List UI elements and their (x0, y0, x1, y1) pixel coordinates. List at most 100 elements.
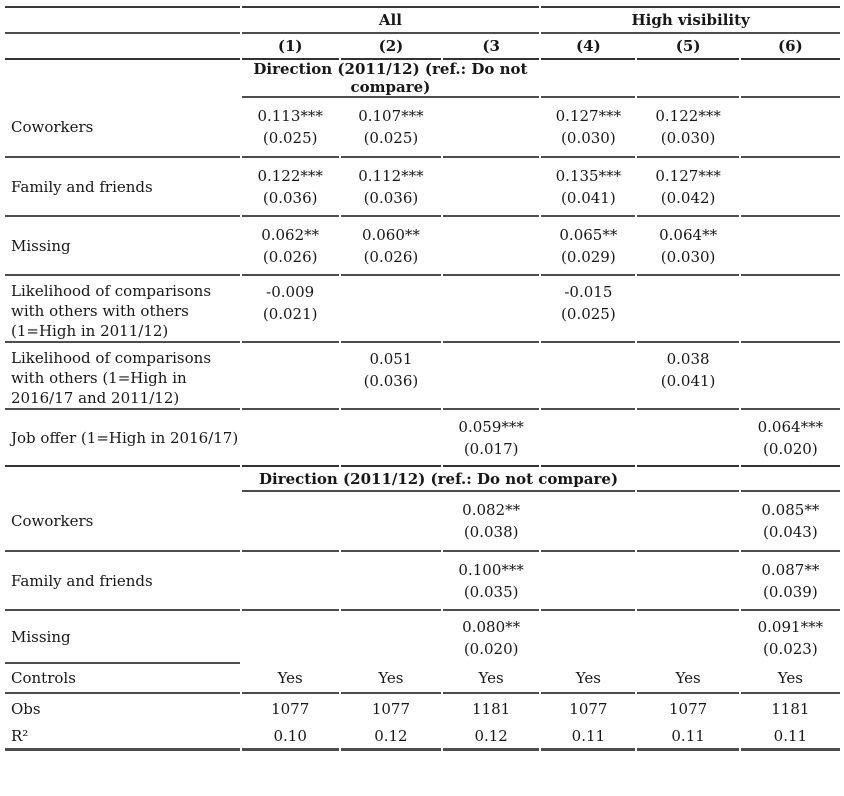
r2-cell: 0.11 (740, 723, 840, 751)
row-likelihood-2011: Likelihood of comparisons with others wi… (5, 276, 840, 343)
coef-cell (341, 611, 441, 664)
column-header-4: (4) (541, 34, 636, 60)
coefficient: 0.127*** (555, 107, 622, 125)
obs-cell: 1077 (271, 699, 310, 718)
coef-cell (637, 611, 738, 664)
standard-error: (0.029) (561, 247, 616, 266)
r2-cell: 0.12 (340, 723, 442, 751)
empty-cell (5, 60, 240, 98)
row-label: R² (5, 723, 240, 751)
empty-cell (541, 60, 636, 98)
row-label: Coworkers (5, 98, 240, 158)
coef-cell: 0.112*** (0.036) (340, 158, 442, 217)
controls-cell: Yes (740, 664, 840, 694)
coef-cell (443, 217, 540, 276)
empty-cell (740, 467, 840, 492)
r2-cell: 0.10 (241, 723, 339, 751)
coefficient: 0.064*** (757, 417, 824, 436)
section-2-title: Direction (2011/12) (ref.: Do not compar… (241, 467, 636, 492)
coef-cell (242, 611, 339, 664)
coefficient: 0.087** (761, 560, 820, 579)
coef-cell (637, 276, 739, 343)
standard-error: (0.026) (262, 247, 318, 266)
coef-cell (241, 410, 339, 467)
coefficient: 0.038 (666, 350, 710, 368)
standard-error: (0.030) (660, 247, 716, 266)
controls-cell: Yes (241, 664, 339, 694)
r2-cell: 0.11 (637, 723, 739, 751)
coef-cell: 0.087** (0.039) (740, 552, 840, 611)
coef-cell: 0.065** (0.029) (541, 217, 636, 276)
coef-cell: 0.127*** (0.042) (637, 158, 739, 217)
coef-cell: 0.064** (0.030) (637, 217, 739, 276)
coef-cell: 0.038 (0.041) (637, 343, 739, 410)
coefficient: 0.062** (261, 225, 320, 244)
coef-cell (340, 492, 442, 552)
standard-error: (0.036) (262, 188, 318, 207)
standard-error: (0.023) (763, 639, 818, 658)
row-label: Family and friends (5, 552, 240, 611)
coefficient: 0.059*** (458, 417, 524, 436)
coef-cell (541, 410, 636, 467)
coef-cell: -0.009 (0.021) (241, 276, 339, 343)
coefficient: 0.080** (462, 617, 521, 636)
coefficient: 0.122*** (257, 166, 323, 185)
coef-cell: 0.122*** (0.036) (241, 158, 339, 217)
empty-cell (5, 467, 240, 492)
row-label: Missing (5, 611, 240, 664)
group-header-all: All (241, 6, 540, 34)
coef-cell: 0.091*** (0.023) (741, 611, 840, 664)
r2-cell: 0.12 (443, 723, 540, 751)
coef-cell: 0.135*** (0.041) (541, 158, 636, 217)
coef-cell (637, 552, 739, 611)
row-label: Coworkers (5, 492, 240, 552)
standard-error: (0.020) (763, 439, 818, 458)
standard-error: (0.030) (660, 129, 716, 147)
coefficient: 0.065** (559, 225, 618, 244)
standard-error: (0.025) (561, 305, 616, 323)
coef-cell: 0.127*** (0.030) (541, 98, 636, 158)
coefficient: 0.127*** (655, 166, 721, 185)
row-label: Likelihood of comparisons with others (1… (5, 343, 240, 410)
coef-cell (541, 611, 635, 664)
controls-cell: Yes (443, 664, 540, 694)
standard-error: (0.041) (561, 188, 616, 207)
coef-cell (541, 343, 636, 410)
coefficient: 0.064** (659, 225, 718, 244)
row-family-and-friends-2: Family and friends 0.100*** (0.035) 0.087… (5, 552, 840, 611)
controls-cell: Yes (637, 664, 739, 694)
row-missing-2: Missing 0.080** (0.020) 0.091*** (0.023) (5, 611, 840, 664)
coef-cell (740, 276, 840, 343)
coef-cell (241, 552, 339, 611)
empty-cell (5, 34, 240, 60)
standard-error: (0.036) (363, 372, 419, 390)
standard-error: (0.017) (463, 439, 519, 458)
column-header-5: (5) (637, 34, 739, 60)
coefficient: 0.051 (369, 350, 413, 368)
column-header-3: (3 (443, 34, 540, 60)
coefficient: 0.100*** (458, 560, 524, 579)
row-controls: Controls Yes Yes Yes Yes Yes Yes (5, 664, 840, 694)
obs-cell: 1181 (771, 699, 810, 718)
row-job-offer: Job offer (1=High in 2016/17) 0.059*** (0… (5, 410, 840, 467)
coef-cell: 0.060** (0.026) (340, 217, 442, 276)
coef-cell: 0.122*** (0.030) (637, 98, 739, 158)
row-label: Obs (11, 699, 41, 718)
coef-cell (637, 492, 739, 552)
standard-error: (0.041) (660, 372, 716, 390)
section-1-header-row: Direction (2011/12) (ref.: Do not compar… (5, 60, 840, 98)
coef-cell (340, 552, 442, 611)
column-header-6: (6) (740, 34, 840, 60)
coefficient: 0.122*** (655, 107, 721, 125)
standard-error: (0.030) (561, 129, 616, 147)
standard-error: (0.025) (262, 129, 318, 147)
coefficient: -0.009 (266, 283, 315, 301)
row-coworkers-2: Coworkers 0.082** (0.038) 0.085** (0.043) (5, 492, 840, 552)
row-label: Family and friends (5, 158, 240, 217)
coef-cell: 0.082** (0.038) (443, 492, 540, 552)
coef-cell: 0.107*** (0.025) (340, 98, 442, 158)
coefficient: 0.091*** (757, 617, 824, 636)
standard-error: (0.036) (363, 188, 419, 207)
empty-cell (740, 60, 840, 98)
coefficient: 0.113*** (257, 107, 323, 125)
